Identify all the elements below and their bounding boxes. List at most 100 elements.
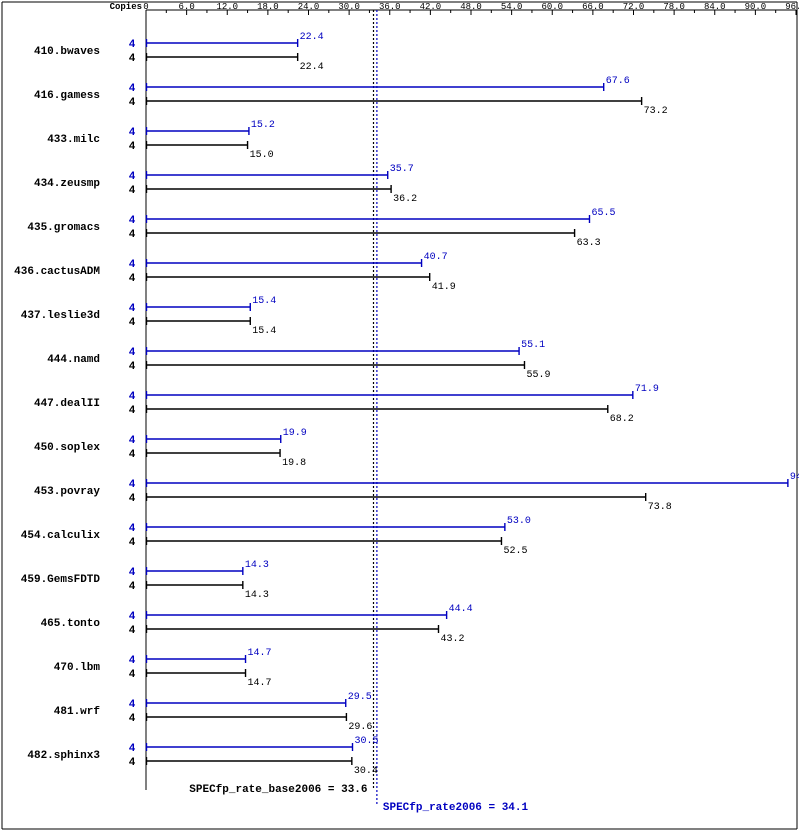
benchmark-name: 454.calculix	[21, 530, 101, 542]
copies-base: 4	[129, 537, 136, 549]
copies-peak: 4	[129, 523, 136, 535]
copies-peak: 4	[129, 127, 136, 139]
peak-value: 29.5	[348, 692, 372, 703]
copies-peak: 4	[129, 215, 136, 227]
benchmark-name: 416.gamess	[34, 90, 100, 102]
copies-peak: 4	[129, 83, 136, 95]
peak-value: 22.4	[300, 32, 324, 43]
peak-value: 19.9	[283, 428, 307, 439]
copies-header: Copies	[110, 2, 142, 12]
xtick-label: 54.0	[501, 2, 523, 12]
xtick-label: 12.0	[216, 2, 238, 12]
xtick-label: 78.0	[663, 2, 685, 12]
footer-base-label: SPECfp_rate_base2006 = 33.6	[189, 784, 367, 796]
xtick-label: 60.0	[541, 2, 563, 12]
copies-base: 4	[129, 449, 136, 461]
peak-value: 30.5	[355, 736, 379, 747]
base-value: 15.0	[250, 150, 274, 161]
copies-base: 4	[129, 757, 136, 769]
peak-value: 53.0	[507, 516, 531, 527]
base-value: 52.5	[503, 546, 527, 557]
benchmark-name: 435.gromacs	[27, 222, 100, 234]
base-value: 14.7	[248, 678, 272, 689]
benchmark-name: 447.dealII	[34, 398, 100, 410]
base-value: 63.3	[577, 238, 601, 249]
benchmark-name: 482.sphinx3	[27, 750, 100, 762]
copies-peak: 4	[129, 171, 136, 183]
peak-value: 44.4	[449, 604, 473, 615]
base-value: 73.8	[648, 502, 672, 513]
copies-peak: 4	[129, 743, 136, 755]
benchmark-name: 410.bwaves	[34, 46, 100, 58]
benchmark-name: 437.leslie3d	[21, 310, 100, 322]
base-value: 29.6	[348, 722, 372, 733]
copies-peak: 4	[129, 39, 136, 51]
copies-base: 4	[129, 625, 136, 637]
base-value: 30.4	[354, 766, 378, 777]
copies-base: 4	[129, 53, 136, 65]
benchmark-name: 434.zeusmp	[34, 178, 100, 190]
xtick-label: 30.0	[338, 2, 360, 12]
copies-peak: 4	[129, 699, 136, 711]
peak-value: 67.6	[606, 76, 630, 87]
benchmark-name: 433.milc	[47, 134, 100, 146]
benchmark-name: 450.soplex	[34, 442, 100, 454]
copies-peak: 4	[129, 391, 136, 403]
peak-value: 40.7	[424, 252, 448, 263]
peak-value: 94.8	[790, 472, 799, 483]
xtick-label: 6.0	[179, 2, 195, 12]
copies-base: 4	[129, 713, 136, 725]
copies-peak: 4	[129, 347, 136, 359]
base-value: 43.2	[441, 634, 465, 645]
copies-peak: 4	[129, 479, 136, 491]
peak-value: 15.2	[251, 120, 275, 131]
xtick-label: 66.0	[582, 2, 604, 12]
copies-base: 4	[129, 405, 136, 417]
base-value: 55.9	[526, 370, 550, 381]
xtick-label: 18.0	[257, 2, 279, 12]
peak-value: 55.1	[521, 340, 545, 351]
benchmark-name: 436.cactusADM	[14, 266, 100, 278]
benchmark-name: 481.wrf	[54, 706, 101, 718]
xtick-label: 42.0	[420, 2, 442, 12]
peak-value: 71.9	[635, 384, 659, 395]
base-value: 14.3	[245, 590, 269, 601]
copies-peak: 4	[129, 259, 136, 271]
xtick-label: 72.0	[623, 2, 645, 12]
copies-peak: 4	[129, 655, 136, 667]
copies-peak: 4	[129, 611, 136, 623]
footer-peak-label: SPECfp_rate2006 = 34.1	[383, 802, 529, 814]
xtick-label: 24.0	[298, 2, 320, 12]
peak-value: 65.5	[591, 208, 615, 219]
base-value: 15.4	[252, 326, 276, 337]
copies-base: 4	[129, 185, 136, 197]
peak-value: 15.4	[252, 296, 276, 307]
benchmark-name: 453.povray	[34, 486, 100, 498]
copies-peak: 4	[129, 303, 136, 315]
copies-base: 4	[129, 317, 136, 329]
peak-value: 14.7	[248, 648, 272, 659]
copies-base: 4	[129, 669, 136, 681]
base-value: 22.4	[300, 62, 324, 73]
spec-rate-chart: 0 6.0 12.0 18.0 24.0 30.0 36.0 42.0 48.0 54.0 60.0…	[0, 0, 799, 831]
benchmark-name: 465.tonto	[41, 618, 101, 630]
copies-base: 4	[129, 361, 136, 373]
copies-base: 4	[129, 581, 136, 593]
base-value: 73.2	[644, 106, 668, 117]
xtick-label: 48.0	[460, 2, 482, 12]
xtick-label: 90.0	[745, 2, 767, 12]
copies-base: 4	[129, 273, 136, 285]
xtick-label: 36.0	[379, 2, 401, 12]
benchmark-name: 470.lbm	[54, 662, 101, 674]
base-value: 41.9	[432, 282, 456, 293]
copies-base: 4	[129, 493, 136, 505]
base-value: 19.8	[282, 458, 306, 469]
copies-peak: 4	[129, 567, 136, 579]
xtick-label: 96.0	[785, 2, 799, 12]
copies-peak: 4	[129, 435, 136, 447]
xtick-label: 0	[143, 2, 148, 12]
peak-value: 14.3	[245, 560, 269, 571]
copies-base: 4	[129, 97, 136, 109]
copies-base: 4	[129, 229, 136, 241]
copies-base: 4	[129, 141, 136, 153]
